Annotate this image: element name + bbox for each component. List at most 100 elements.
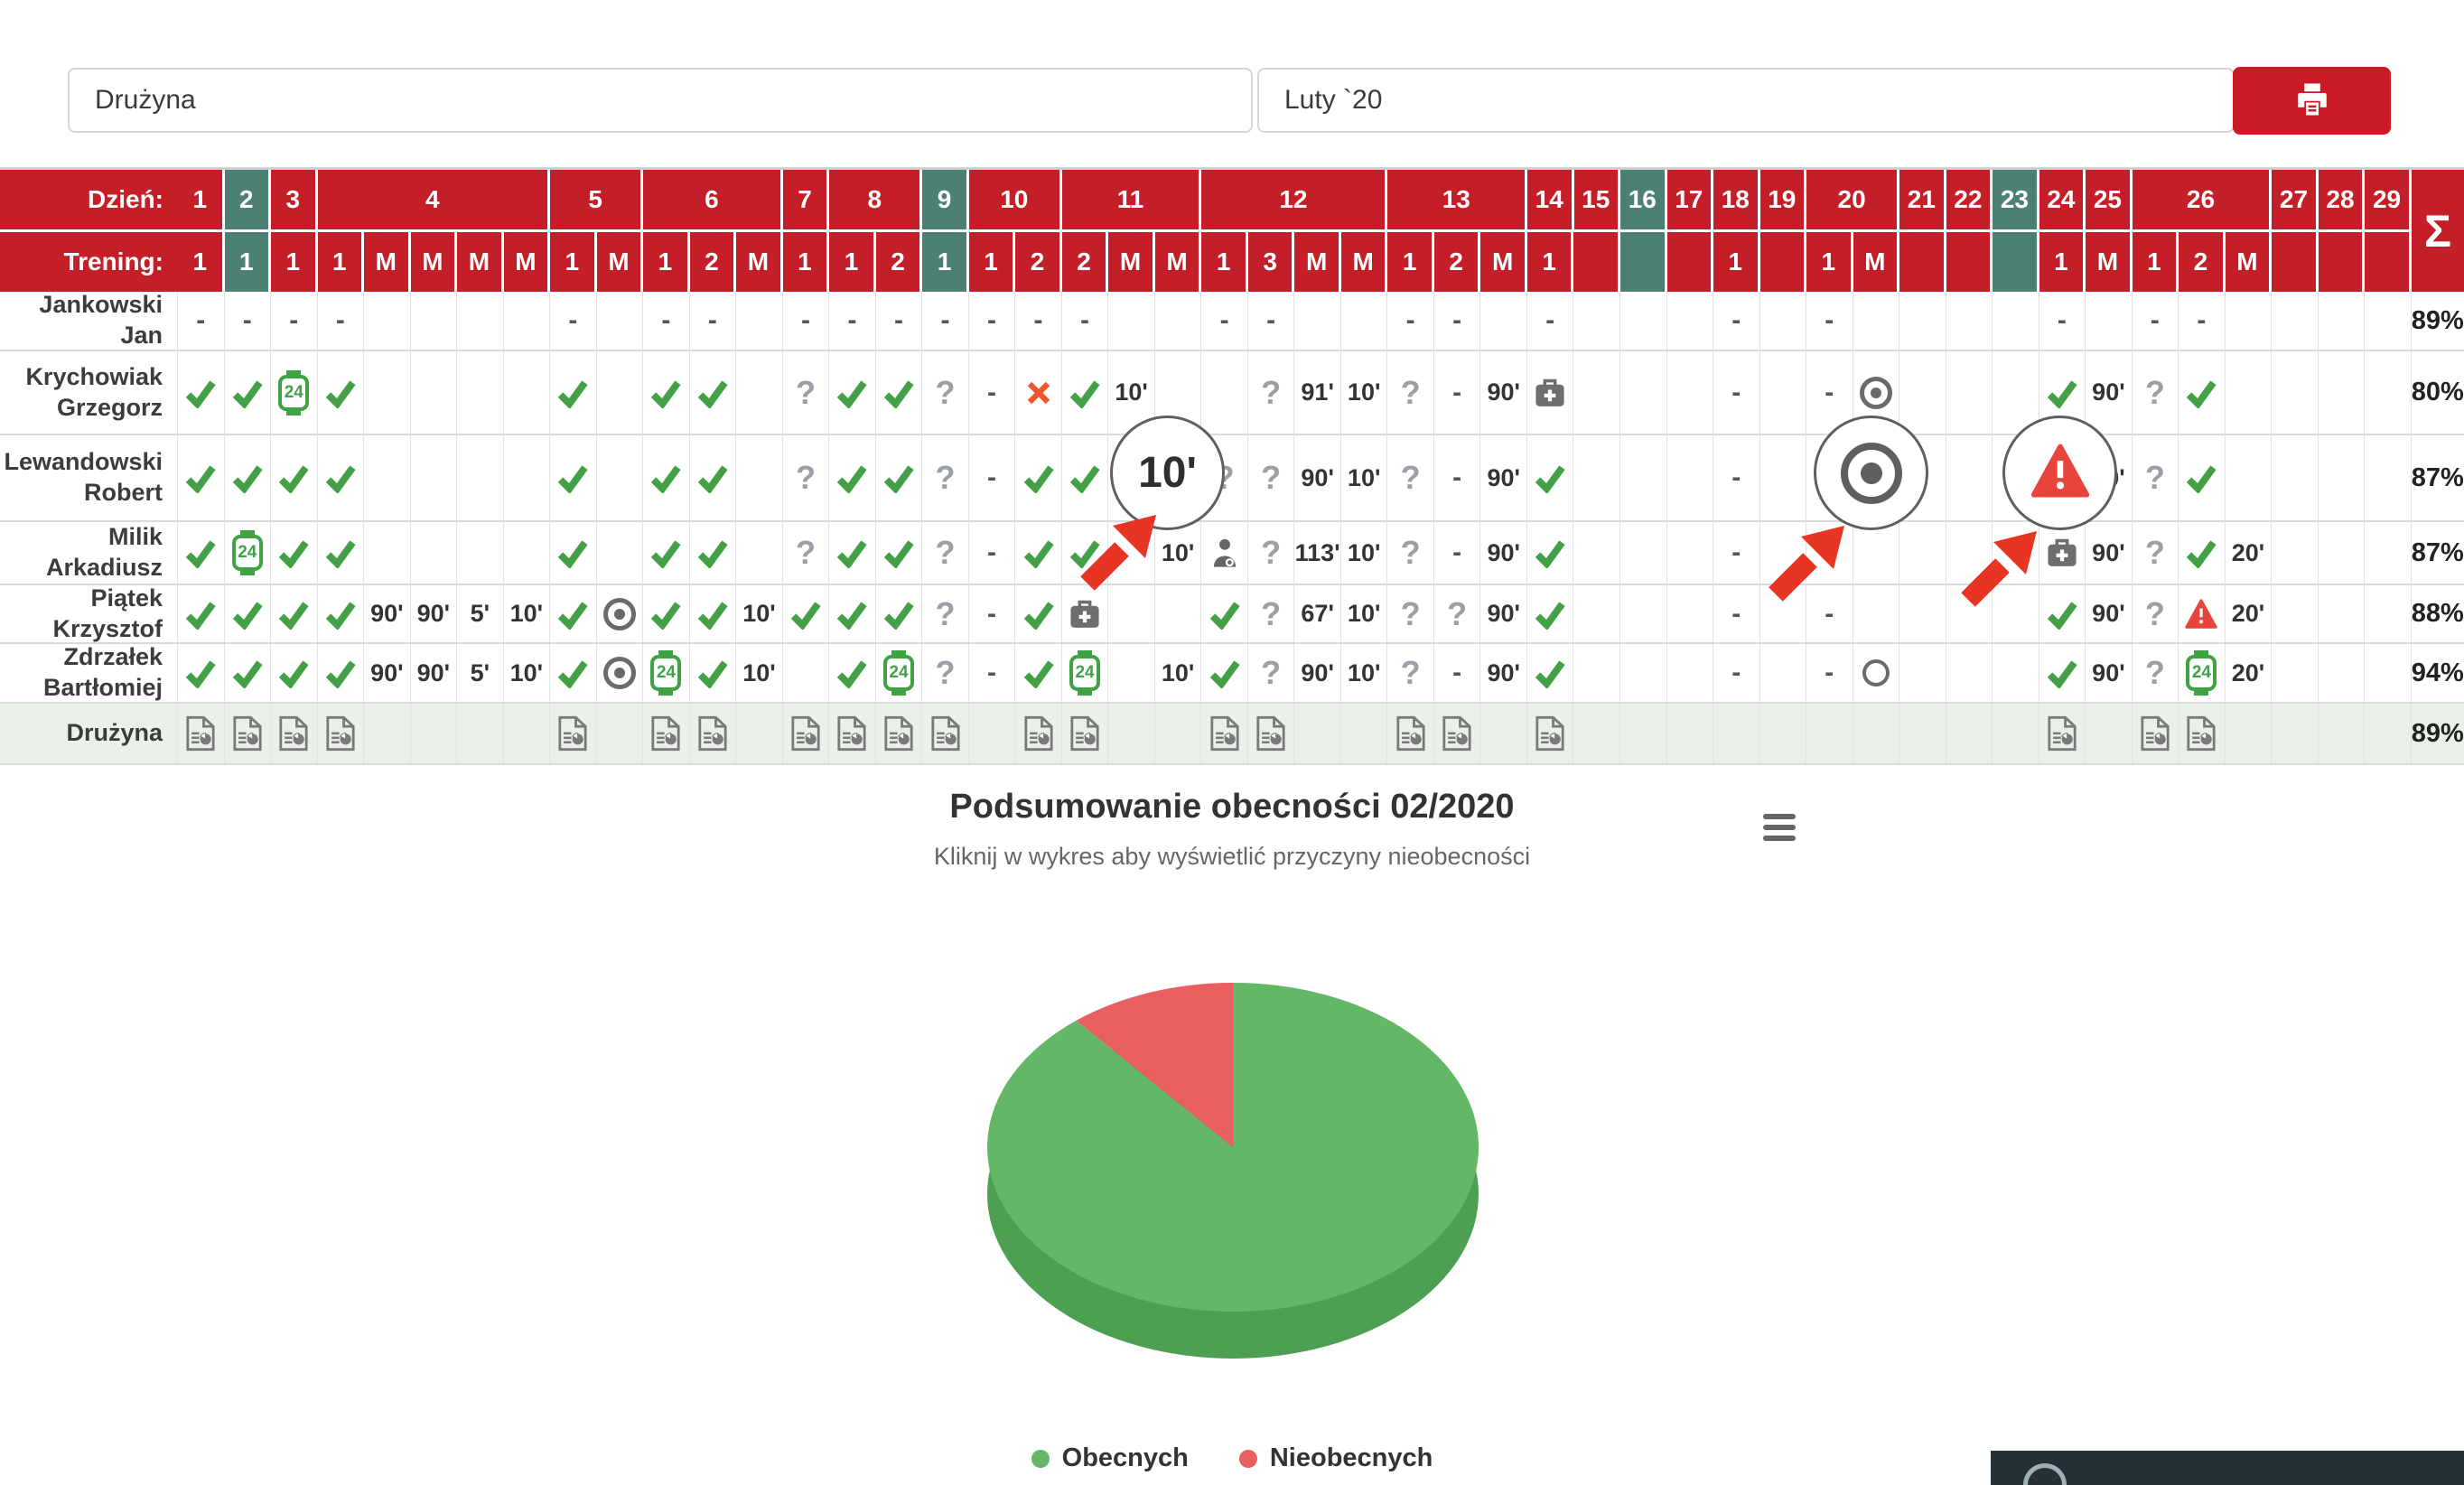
attendance-cell[interactable] bbox=[411, 522, 458, 584]
attendance-cell[interactable] bbox=[783, 585, 830, 642]
attendance-cell[interactable] bbox=[1294, 292, 1341, 350]
team-report-cell[interactable] bbox=[550, 704, 597, 763]
attendance-cell[interactable]: 113' bbox=[1294, 522, 1341, 584]
print-button[interactable] bbox=[2233, 67, 2391, 135]
team-report-cell[interactable] bbox=[1387, 704, 1434, 763]
attendance-cell[interactable] bbox=[318, 435, 365, 520]
attendance-cell[interactable] bbox=[2179, 351, 2226, 434]
attendance-cell[interactable] bbox=[1201, 585, 1248, 642]
team-report-cell[interactable] bbox=[1062, 704, 1109, 763]
attendance-cell[interactable] bbox=[178, 351, 225, 434]
attendance-cell[interactable]: ? bbox=[1248, 644, 1295, 702]
attendance-cell[interactable] bbox=[2039, 351, 2086, 434]
attendance-cell[interactable] bbox=[1667, 522, 1714, 584]
attendance-cell[interactable] bbox=[271, 522, 318, 584]
attendance-cell[interactable]: - bbox=[318, 292, 365, 350]
attendance-cell[interactable]: - bbox=[969, 522, 1016, 584]
attendance-cell[interactable] bbox=[1946, 585, 1993, 642]
attendance-cell[interactable] bbox=[597, 522, 644, 584]
attendance-cell[interactable] bbox=[1946, 644, 1993, 702]
team-report-cell[interactable] bbox=[783, 704, 830, 763]
attendance-cell[interactable]: 24 bbox=[271, 351, 318, 434]
attendance-cell[interactable]: - bbox=[2179, 292, 2226, 350]
attendance-cell[interactable]: - bbox=[1387, 292, 1434, 350]
attendance-cell[interactable]: 20' bbox=[2226, 644, 2273, 702]
attendance-cell[interactable]: - bbox=[178, 292, 225, 350]
attendance-cell[interactable] bbox=[1062, 585, 1109, 642]
attendance-cell[interactable] bbox=[411, 292, 458, 350]
attendance-cell[interactable] bbox=[271, 585, 318, 642]
attendance-cell[interactable]: 10' bbox=[1341, 522, 1388, 584]
attendance-cell[interactable] bbox=[1062, 351, 1109, 434]
attendance-cell[interactable] bbox=[178, 522, 225, 584]
attendance-cell[interactable] bbox=[550, 522, 597, 584]
attendance-cell[interactable]: 90' bbox=[1294, 644, 1341, 702]
attendance-cell[interactable] bbox=[1108, 585, 1155, 642]
attendance-cell[interactable] bbox=[1946, 522, 1993, 584]
team-report-cell[interactable] bbox=[876, 704, 923, 763]
attendance-cell[interactable] bbox=[457, 522, 504, 584]
attendance-cell[interactable]: ? bbox=[2133, 435, 2179, 520]
attendance-cell[interactable] bbox=[736, 435, 783, 520]
attendance-cell[interactable] bbox=[364, 351, 411, 434]
attendance-cell[interactable] bbox=[690, 435, 737, 520]
attendance-cell[interactable]: 90' bbox=[2086, 351, 2133, 434]
attendance-cell[interactable]: - bbox=[271, 292, 318, 350]
attendance-cell[interactable]: ? bbox=[1387, 435, 1434, 520]
team-report-cell[interactable] bbox=[1201, 704, 1248, 763]
pie-slice-nieobecnych[interactable] bbox=[1076, 983, 1233, 1147]
team-report-cell[interactable] bbox=[829, 704, 876, 763]
attendance-cell[interactable]: - bbox=[225, 292, 272, 350]
attendance-cell[interactable]: - bbox=[1713, 585, 1760, 642]
attendance-cell[interactable] bbox=[2179, 435, 2226, 520]
attendance-cell[interactable] bbox=[457, 292, 504, 350]
attendance-cell[interactable] bbox=[2365, 522, 2412, 584]
attendance-cell[interactable] bbox=[597, 644, 644, 702]
attendance-cell[interactable] bbox=[597, 351, 644, 434]
attendance-cell[interactable] bbox=[829, 522, 876, 584]
attendance-cell[interactable] bbox=[411, 435, 458, 520]
attendance-cell[interactable] bbox=[2319, 585, 2366, 642]
attendance-cell[interactable] bbox=[1899, 644, 1946, 702]
attendance-cell[interactable] bbox=[643, 351, 690, 434]
attendance-cell[interactable]: ? bbox=[1248, 522, 1295, 584]
attendance-cell[interactable]: ? bbox=[2133, 585, 2179, 642]
attendance-cell[interactable] bbox=[829, 644, 876, 702]
attendance-cell[interactable] bbox=[1946, 435, 1993, 520]
attendance-cell[interactable] bbox=[2365, 644, 2412, 702]
attendance-cell[interactable]: - bbox=[1806, 292, 1853, 350]
attendance-cell[interactable] bbox=[1573, 522, 1620, 584]
attendance-cell[interactable] bbox=[2272, 585, 2319, 642]
attendance-cell[interactable] bbox=[1853, 585, 1900, 642]
attendance-cell[interactable]: - bbox=[690, 292, 737, 350]
attendance-cell[interactable] bbox=[504, 435, 551, 520]
attendance-cell[interactable] bbox=[457, 351, 504, 434]
attendance-cell[interactable]: 90' bbox=[2086, 522, 2133, 584]
attendance-cell[interactable]: 90' bbox=[1480, 435, 1527, 520]
attendance-cell[interactable] bbox=[2226, 351, 2273, 434]
attendance-cell[interactable]: ? bbox=[1248, 351, 1295, 434]
attendance-cell[interactable]: - bbox=[2039, 292, 2086, 350]
attendance-cell[interactable]: - bbox=[1434, 292, 1481, 350]
attendance-cell[interactable]: - bbox=[1713, 522, 1760, 584]
attendance-cell[interactable] bbox=[1108, 644, 1155, 702]
attendance-cell[interactable] bbox=[1527, 435, 1574, 520]
attendance-cell[interactable] bbox=[2272, 292, 2319, 350]
attendance-cell[interactable] bbox=[1993, 644, 2039, 702]
attendance-cell[interactable]: - bbox=[550, 292, 597, 350]
attendance-cell[interactable]: - bbox=[1806, 644, 1853, 702]
attendance-cell[interactable] bbox=[1108, 292, 1155, 350]
attendance-cell[interactable] bbox=[690, 644, 737, 702]
attendance-cell[interactable] bbox=[1760, 522, 1807, 584]
attendance-cell[interactable] bbox=[225, 585, 272, 642]
attendance-cell[interactable] bbox=[1993, 292, 2039, 350]
attendance-cell[interactable]: 20' bbox=[2226, 585, 2273, 642]
attendance-cell[interactable]: 20' bbox=[2226, 522, 2273, 584]
attendance-cell[interactable] bbox=[597, 292, 644, 350]
attendance-cell[interactable] bbox=[178, 644, 225, 702]
attendance-cell[interactable]: 10' bbox=[1341, 351, 1388, 434]
attendance-cell[interactable]: 5' bbox=[457, 644, 504, 702]
attendance-cell[interactable] bbox=[643, 522, 690, 584]
attendance-cell[interactable]: 90' bbox=[2086, 585, 2133, 642]
attendance-cell[interactable] bbox=[1620, 292, 1667, 350]
